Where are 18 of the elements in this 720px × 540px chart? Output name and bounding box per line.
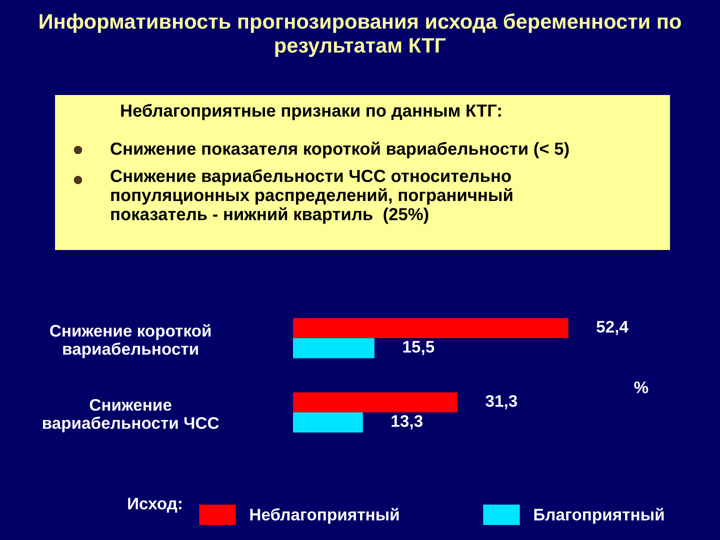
text: Снижение вариабельности ЧСС относительно популяционных распределений, пограничный показатель - нижний квартиль (25%) [110,169,512,224]
data-label: 13,3 [392,415,422,430]
y-tick-label: Снижение вариабельности ЧСС [42,398,219,432]
text: Снижение показателя короткой вариабельности (< 5) [110,142,569,158]
bar [293,412,363,432]
bar [293,392,458,412]
text: Неблагоприятные признаки по данным КТГ: [121,104,501,120]
data-label: 52,4 [596,320,628,336]
chart-title: Информативность прогнозирования исхода беременности по результатам КТГ [40,13,681,57]
legend-title: Исход: [128,498,182,513]
bar [293,318,568,338]
bar [293,338,374,358]
legend-label: Благоприятный [534,508,664,524]
data-label: 31,3 [486,395,518,410]
data-label: 15,5 [403,341,434,356]
x-axis-title: % [634,382,648,394]
legend-label: Неблагоприятный [250,508,399,524]
y-tick-label: Снижение короткой вариабельности [50,324,211,358]
